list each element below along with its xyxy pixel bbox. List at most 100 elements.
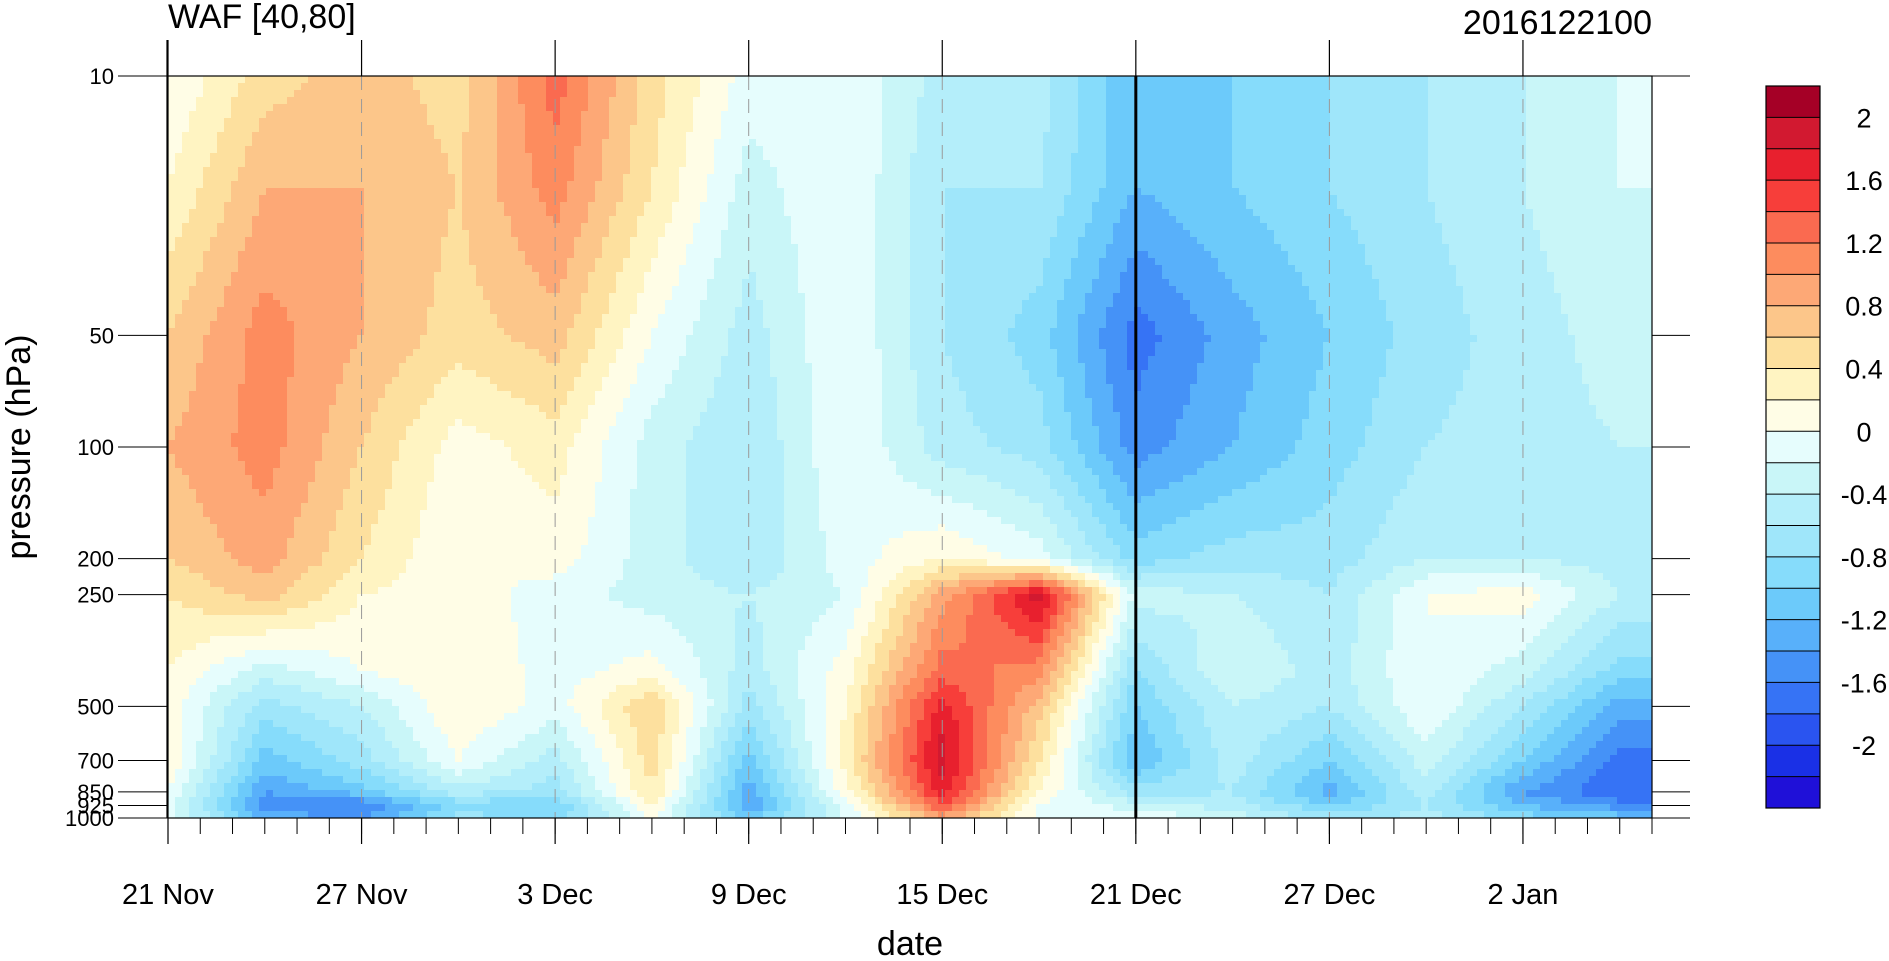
field-cell [1120, 83, 1128, 91]
field-cell [1176, 195, 1184, 203]
field-cell [168, 181, 176, 189]
field-cell [1092, 125, 1100, 133]
field-cell [1057, 118, 1065, 126]
field-cell [378, 216, 386, 224]
field-cell [546, 104, 554, 112]
field-cell [973, 104, 981, 112]
field-cell [560, 167, 568, 175]
field-cell [651, 195, 659, 203]
field-cell [1127, 195, 1135, 203]
field-cell [1029, 146, 1037, 154]
field-cell [917, 125, 925, 133]
field-cell [1358, 146, 1366, 154]
field-cell [1547, 125, 1555, 133]
field-cell [308, 132, 316, 140]
field-cell [1589, 174, 1597, 182]
field-cell [448, 97, 456, 105]
field-cell [1169, 202, 1177, 210]
field-cell [1449, 125, 1457, 133]
field-cell [1295, 174, 1303, 182]
field-cell [616, 111, 624, 119]
field-cell [385, 111, 393, 119]
field-cell [1379, 188, 1387, 196]
field-cell [1505, 83, 1513, 91]
field-cell [959, 195, 967, 203]
field-cell [945, 167, 953, 175]
field-cell [238, 216, 246, 224]
field-cell [1253, 111, 1261, 119]
field-cell [1106, 174, 1114, 182]
field-cell [532, 209, 540, 217]
field-cell [1309, 139, 1317, 147]
field-cell [1267, 153, 1275, 161]
field-cell [1337, 132, 1345, 140]
field-cell [1596, 146, 1604, 154]
field-cell [924, 230, 932, 238]
field-cell [609, 146, 617, 154]
field-cell [1064, 181, 1072, 189]
field-cell [525, 132, 533, 140]
field-cell [826, 111, 834, 119]
field-cell [1232, 118, 1240, 126]
field-cell [1442, 146, 1450, 154]
field-cell [175, 139, 183, 147]
field-cell [1295, 188, 1303, 196]
field-cell [1078, 132, 1086, 140]
field-cell [1120, 111, 1128, 119]
field-cell [238, 181, 246, 189]
field-cell [224, 202, 232, 210]
field-cell [784, 174, 792, 182]
field-cell [378, 83, 386, 91]
field-cell [1029, 83, 1037, 91]
field-cell [623, 83, 631, 91]
field-cell [637, 223, 645, 231]
field-cell [805, 202, 813, 210]
field-cell [770, 216, 778, 224]
field-cell [588, 76, 596, 84]
field-cell [448, 76, 456, 84]
field-cell [434, 146, 442, 154]
field-cell [665, 76, 673, 84]
field-cell [1386, 160, 1394, 168]
field-cell [546, 83, 554, 91]
field-cell [889, 132, 897, 140]
field-cell [945, 104, 953, 112]
field-cell [665, 209, 673, 217]
field-cell [511, 174, 519, 182]
field-cell [721, 111, 729, 119]
field-cell [1638, 223, 1646, 231]
field-cell [1477, 230, 1485, 238]
field-cell [994, 118, 1002, 126]
field-cell [1267, 181, 1275, 189]
field-cell [1407, 209, 1415, 217]
field-cell [259, 83, 267, 91]
field-cell [1358, 111, 1366, 119]
field-cell [1274, 181, 1282, 189]
field-cell [350, 76, 358, 84]
field-cell [399, 97, 407, 105]
field-cell [707, 188, 715, 196]
field-cell [1484, 104, 1492, 112]
field-cell [742, 83, 750, 91]
field-cell [1596, 174, 1604, 182]
field-cell [1197, 188, 1205, 196]
field-cell [581, 118, 589, 126]
field-cell [588, 83, 596, 91]
field-cell [196, 160, 204, 168]
field-cell [812, 230, 820, 238]
field-cell [1015, 230, 1023, 238]
field-cell [413, 188, 421, 196]
field-cell [1127, 188, 1135, 196]
field-cell [378, 230, 386, 238]
field-cell [329, 132, 337, 140]
field-cell [189, 174, 197, 182]
field-cell [1295, 230, 1303, 238]
field-cell [735, 167, 743, 175]
field-cell [294, 209, 302, 217]
field-cell [343, 104, 351, 112]
field-cell [1379, 216, 1387, 224]
field-cell [1008, 223, 1016, 231]
field-cell [1155, 104, 1163, 112]
field-cell [1470, 230, 1478, 238]
field-cell [854, 174, 862, 182]
